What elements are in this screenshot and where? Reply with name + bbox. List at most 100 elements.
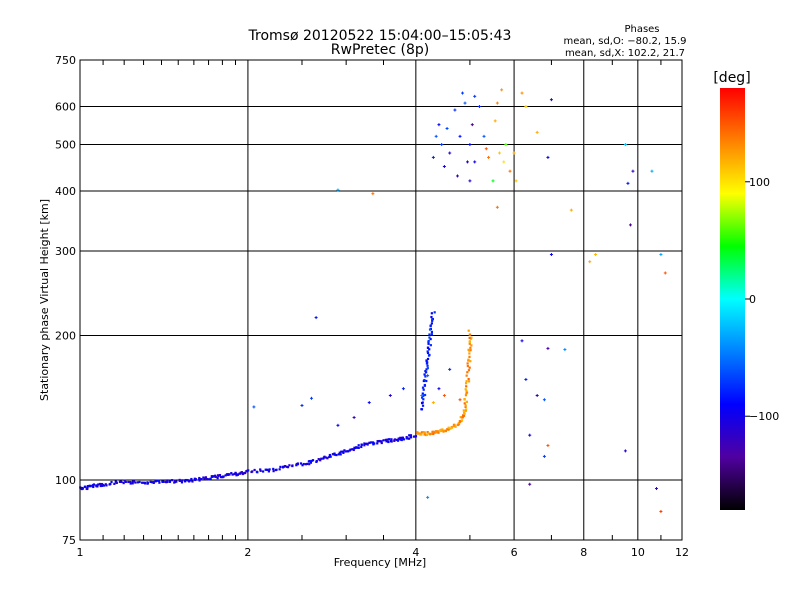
trace-point	[337, 453, 340, 456]
trace-point	[173, 479, 176, 482]
scatter-point	[524, 105, 528, 109]
trace-point	[409, 436, 412, 439]
scatter-point	[524, 377, 528, 381]
stats-line-o: mean, sd,O: −80.2, 15.9	[564, 36, 687, 47]
scatter-point	[663, 271, 667, 275]
trace-point	[423, 378, 426, 382]
trace-point	[284, 464, 287, 468]
trace-point	[441, 428, 444, 431]
trace-point	[318, 458, 321, 461]
stats-line-x: mean, sd,X: 102.2, 21.7	[565, 48, 685, 59]
scatter-point	[252, 405, 256, 409]
trace-point	[209, 477, 212, 480]
trace-point	[120, 480, 123, 484]
trace-point	[405, 437, 408, 440]
trace-point	[468, 355, 471, 358]
trace-point	[423, 383, 426, 387]
trace-point	[425, 433, 428, 436]
trace-layer	[79, 311, 473, 491]
trace-point	[267, 470, 270, 473]
scatter-point	[426, 495, 430, 499]
trace-point	[286, 466, 290, 469]
trace-point	[351, 448, 354, 451]
trace-point	[357, 446, 360, 449]
trace-point	[429, 324, 432, 327]
trace-point	[426, 346, 430, 349]
trace-point	[149, 480, 152, 483]
trace-point	[194, 478, 197, 481]
scatter-point	[461, 91, 465, 95]
scatter-point	[504, 143, 508, 147]
x-tick-label: 1	[77, 546, 84, 559]
trace-point	[118, 480, 122, 483]
trace-point	[426, 431, 429, 434]
colorbar	[720, 88, 745, 510]
trace-point	[399, 436, 402, 439]
trace-point	[170, 479, 174, 482]
trace-point	[340, 450, 343, 453]
scatter-point	[314, 316, 318, 320]
trace-point	[154, 480, 157, 483]
trace-point	[421, 386, 425, 389]
trace-point	[238, 472, 241, 475]
trace-point	[462, 409, 465, 412]
trace-point	[228, 473, 231, 476]
x-tick-label: 4	[412, 546, 419, 559]
scatter-point	[371, 192, 375, 196]
trace-point	[463, 398, 466, 401]
trace-point	[245, 470, 249, 473]
trace-point	[364, 442, 368, 445]
scatter-point	[473, 160, 477, 164]
trace-point	[335, 453, 338, 457]
trace-point	[166, 480, 169, 483]
trace-point	[344, 450, 347, 453]
trace-point	[251, 470, 254, 473]
scatter-point	[300, 403, 304, 407]
trace-point	[234, 472, 237, 475]
trace-point	[430, 315, 433, 319]
scatter-point	[434, 134, 438, 138]
trace-point	[356, 446, 359, 449]
y-tick-label: 100	[55, 474, 76, 487]
scatter-point	[495, 205, 499, 209]
trace-point	[203, 477, 206, 480]
trace-point	[468, 340, 471, 344]
trace-point	[465, 391, 469, 394]
trace-point	[213, 475, 216, 478]
trace-point	[431, 318, 434, 321]
trace-point	[134, 481, 137, 484]
trace-point	[310, 459, 313, 462]
trace-point	[96, 485, 99, 488]
x-tick-label: 2	[244, 546, 251, 559]
trace-point	[428, 336, 431, 339]
colorbar-tick-labels: 100 0 −100	[745, 176, 779, 423]
trace-point	[136, 481, 139, 484]
scatter-point	[470, 123, 474, 127]
trace-point	[326, 457, 329, 460]
scatter-point	[458, 134, 462, 138]
scatter-point	[336, 423, 340, 427]
trace-point	[425, 368, 428, 371]
trace-point	[398, 438, 401, 441]
scatter-point	[563, 348, 567, 352]
trace-point	[420, 431, 424, 434]
trace-point	[236, 473, 240, 476]
trace-point	[129, 482, 132, 485]
trace-point	[422, 398, 425, 401]
scatter-point	[463, 101, 467, 105]
trace-point	[268, 468, 271, 471]
trace-point	[432, 432, 435, 436]
trace-point	[315, 459, 318, 463]
scatter-point	[431, 401, 435, 405]
trace-point	[426, 361, 429, 364]
trace-point	[311, 459, 315, 462]
trace-point	[464, 404, 467, 407]
trace-point	[333, 452, 336, 455]
trace-point	[259, 468, 262, 471]
trace-point	[363, 442, 366, 445]
scatter-point	[546, 346, 550, 350]
trace-point	[431, 319, 434, 322]
trace-point	[380, 440, 383, 443]
trace-point	[122, 481, 125, 485]
trace-point	[427, 342, 430, 345]
